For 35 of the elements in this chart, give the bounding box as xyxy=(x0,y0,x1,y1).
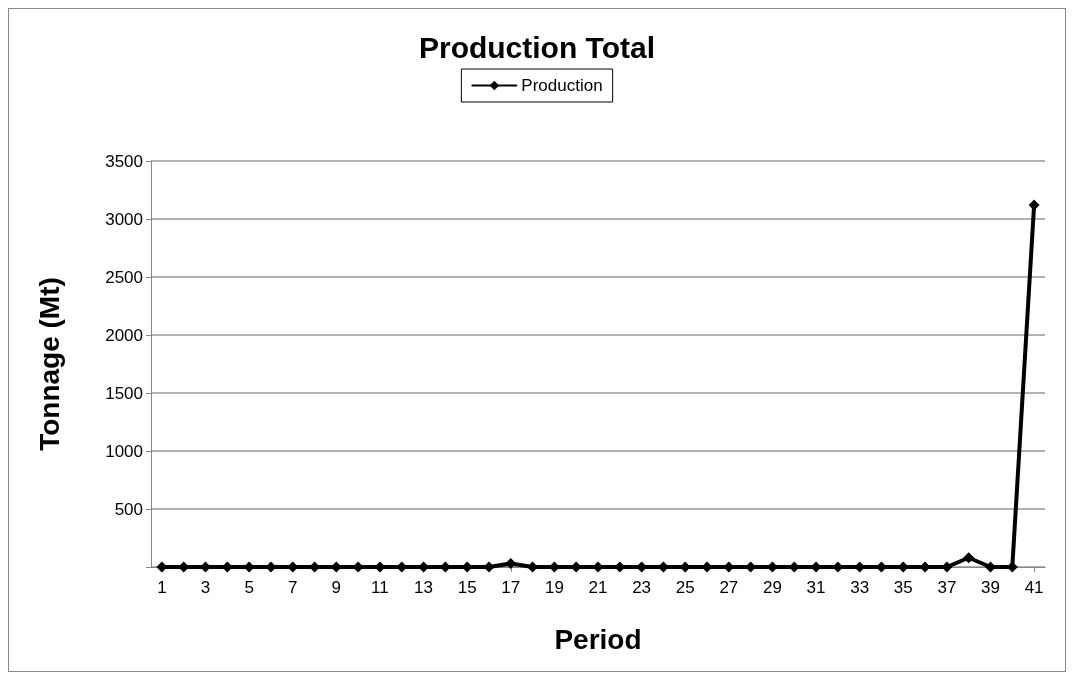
x-tick-label: 17 xyxy=(501,578,521,597)
x-tick-label: 19 xyxy=(544,578,564,597)
x-tick-label: 23 xyxy=(632,578,652,597)
legend-label: Production xyxy=(521,76,603,95)
x-tick-label: 31 xyxy=(806,578,826,597)
x-tick-label: 9 xyxy=(331,578,342,597)
y-tick-label: 2000 xyxy=(105,325,143,345)
x-tick-label: 29 xyxy=(762,578,782,597)
point xyxy=(1028,199,1040,211)
x-tick-label: 37 xyxy=(937,578,957,597)
x-tick-label: 1 xyxy=(157,578,167,597)
x-tick-label: 5 xyxy=(244,578,254,597)
x-tick-label: 15 xyxy=(457,578,477,597)
y-tick-label: 1500 xyxy=(105,383,143,403)
x-tick-label: 35 xyxy=(893,578,913,597)
x-tick-label: 11 xyxy=(371,578,389,597)
x-tick-label: 39 xyxy=(981,578,1000,597)
y-tick-label: 2500 xyxy=(105,267,143,287)
x-tick-label: 13 xyxy=(414,578,434,597)
y-axis-title: Tonnage (Mt) xyxy=(33,277,65,451)
y-tick-label: 1000 xyxy=(105,441,143,461)
chart-title: Production Total xyxy=(418,30,656,64)
x-tick-label: 25 xyxy=(675,578,695,597)
point xyxy=(505,558,517,570)
x-tick-label: 27 xyxy=(719,578,739,597)
x-tick-label: 41 xyxy=(1024,578,1044,597)
x-tick-label: 33 xyxy=(850,578,870,597)
y-tick-label: 500 xyxy=(114,499,143,519)
y-tick-label: 3000 xyxy=(105,209,143,229)
x-tick-label: 3 xyxy=(200,578,211,597)
x-tick-label: 7 xyxy=(288,578,298,597)
x-tick-label: 21 xyxy=(588,578,608,597)
x-axis-title: Period xyxy=(554,623,642,655)
point xyxy=(963,552,975,564)
y-tick-label: 3500 xyxy=(105,151,143,171)
